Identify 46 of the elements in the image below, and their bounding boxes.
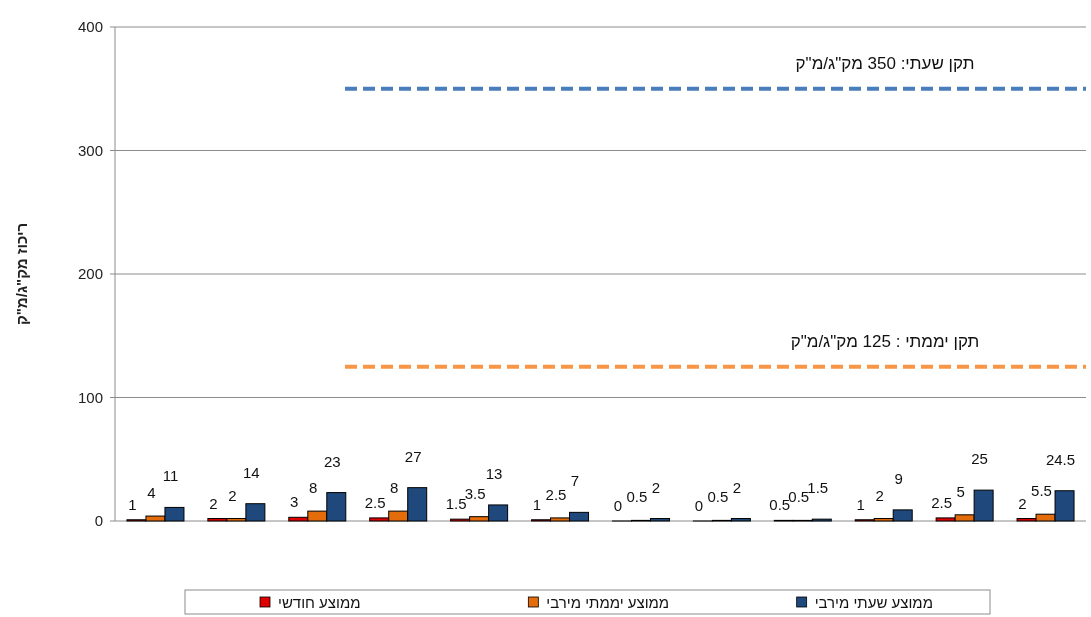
data-label: 7 <box>570 472 580 490</box>
data-label: 1 <box>128 495 137 513</box>
data-label: 0 <box>694 497 704 514</box>
ref-line-label: תקן שעתי: 350 מק"ג/מ"ק <box>795 53 975 73</box>
y-tick-label: 300 <box>77 141 103 159</box>
data-label: 2 <box>732 478 742 496</box>
data-label: 14 <box>243 463 260 481</box>
data-label: 11 <box>162 467 179 485</box>
data-label: 1 <box>856 495 865 513</box>
data-label: 2 <box>651 478 661 496</box>
data-label: 8 <box>309 479 318 497</box>
data-label: 27 <box>404 447 422 465</box>
legend-label: ממוצע שעתי מירבי <box>814 594 933 611</box>
data-label: 2.5 <box>545 485 567 503</box>
data-label: 1 <box>532 495 542 513</box>
y-tick-label: 200 <box>77 265 103 282</box>
y-tick-label: 400 <box>77 18 103 35</box>
ref-line: תקן יממתי : 125 מק"ג/מ"ק <box>345 331 1086 369</box>
data-label: 2 <box>209 494 218 512</box>
data-label: 2.5 <box>931 493 953 511</box>
data-label: 2 <box>228 486 237 504</box>
data-label: 0 <box>613 497 623 514</box>
data-label: 0.5 <box>626 488 648 506</box>
data-label: 1.5 <box>807 479 829 497</box>
data-label: 24.5 <box>1045 450 1076 468</box>
ref-line-label: תקן יממתי : 125 מק"ג/מ"ק <box>790 331 980 351</box>
y-tick-label: 100 <box>77 388 103 406</box>
data-label: 8 <box>390 479 399 497</box>
data-label: 2 <box>875 486 884 504</box>
data-label: 3 <box>290 493 299 511</box>
data-label: 23 <box>323 452 341 470</box>
legend-label: ממוצע יממתי מירבי <box>546 594 670 611</box>
data-label: 5 <box>956 482 965 500</box>
data-label: 9 <box>894 469 903 487</box>
y-axis-title: ריכוז מק"ג/מ"ק <box>13 222 30 326</box>
legend-label: ממוצע חודשי <box>278 594 361 611</box>
data-label: 5.5 <box>1031 482 1052 500</box>
ref-line: תקן שעתי: 350 מק"ג/מ"ק <box>345 53 1086 91</box>
y-tick-label: 0 <box>94 512 103 529</box>
data-label: 2 <box>1018 494 1027 512</box>
data-label: 0.5 <box>707 488 729 506</box>
data-label: 3.5 <box>464 484 486 502</box>
data-label: 2.5 <box>364 493 386 511</box>
data-label: 4 <box>147 484 156 502</box>
data-label: 25 <box>971 450 988 468</box>
data-label: 13 <box>485 464 503 482</box>
